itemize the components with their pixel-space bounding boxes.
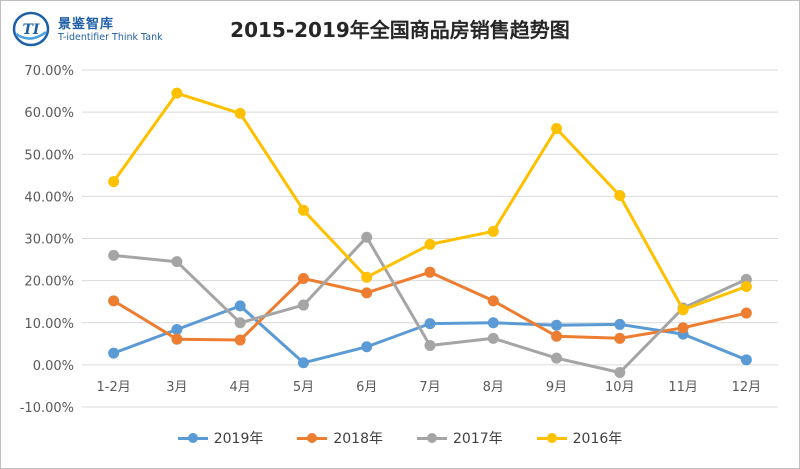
y-tick-label: 10.00% <box>24 317 74 332</box>
data-point-2019 <box>551 319 563 331</box>
y-tick-label: 70.00% <box>24 64 74 79</box>
chart-legend: 2019年 2018年 2017年 2016年 <box>0 428 800 448</box>
x-tick-label: 11月 <box>668 380 698 395</box>
data-point-2018 <box>487 295 499 307</box>
data-point-2016 <box>108 176 120 188</box>
data-point-2017 <box>361 231 373 243</box>
logo-subtitle: T-identifier Think Tank <box>58 32 163 43</box>
legend-item-2016: 2016年 <box>536 428 623 448</box>
series-line-2017 <box>112 235 748 374</box>
data-point-2017 <box>424 339 436 351</box>
data-point-2018 <box>297 273 309 285</box>
x-tick-label: 1-2月 <box>97 380 131 395</box>
legend-swatch <box>536 432 567 444</box>
data-point-2017 <box>108 249 120 261</box>
logo: TI 景鉴智库 T-identifier Think Tank <box>12 8 182 52</box>
x-tick-label: 9月 <box>546 380 567 395</box>
legend-item-2017: 2017年 <box>417 428 503 448</box>
logo-mark-icon: TI <box>12 11 50 47</box>
data-point-2019 <box>614 318 626 330</box>
y-tick-label: 20.00% <box>24 275 74 290</box>
data-point-2019 <box>487 317 499 329</box>
data-point-2019 <box>297 357 309 369</box>
legend-marker <box>546 433 557 443</box>
data-point-2017 <box>551 352 563 364</box>
data-point-2016 <box>297 204 309 216</box>
logo-name: 景鉴智库 <box>58 17 115 32</box>
data-point-2018 <box>677 322 689 334</box>
x-tick-label: 10月 <box>605 380 635 395</box>
y-tick-label: 0.00% <box>33 359 74 374</box>
legend-swatch <box>297 432 328 444</box>
data-point-2016 <box>171 87 183 99</box>
legend-item-2019: 2019年 <box>177 428 264 448</box>
data-point-2016 <box>677 304 689 316</box>
y-tick-label: 30.00% <box>24 233 74 248</box>
data-point-2016 <box>740 281 752 293</box>
chart-title: 2015-2019年全国商品房销售趋势图 <box>230 18 570 42</box>
data-point-2018 <box>171 333 183 345</box>
data-point-2018 <box>551 330 563 342</box>
data-point-2017 <box>171 256 183 268</box>
x-tick-label: 8月 <box>483 380 504 395</box>
data-point-2016 <box>614 190 626 202</box>
x-tick-label: 5月 <box>293 380 314 395</box>
legend-swatch <box>417 432 447 444</box>
data-point-2017 <box>234 317 246 329</box>
data-point-2019 <box>171 323 183 335</box>
data-point-2018 <box>424 266 436 278</box>
data-point-2018 <box>614 332 626 344</box>
legend-label: 2019年 <box>213 431 264 447</box>
x-tick-label: 12月 <box>732 380 762 395</box>
data-point-2017 <box>297 299 309 311</box>
logo-mark-text: TI <box>23 22 40 38</box>
y-tick-label: -10.00% <box>20 401 74 416</box>
data-point-2019 <box>108 347 120 359</box>
legend-marker <box>427 433 437 443</box>
data-point-2017 <box>614 366 626 378</box>
y-tick-label: 40.00% <box>24 190 74 205</box>
data-point-2018 <box>234 334 246 346</box>
x-tick-label: 7月 <box>419 380 440 395</box>
data-point-2019 <box>361 341 373 353</box>
data-point-2018 <box>108 295 120 307</box>
data-point-2016 <box>234 107 246 119</box>
data-point-2019 <box>234 300 246 312</box>
legend-label: 2018年 <box>333 431 383 447</box>
data-point-2018 <box>361 287 373 299</box>
data-point-2016 <box>551 123 563 135</box>
legend-label: 2016年 <box>572 431 623 447</box>
data-point-2019 <box>424 318 436 330</box>
data-point-2016 <box>487 225 499 237</box>
y-tick-label: 60.00% <box>24 106 74 121</box>
data-point-2016 <box>361 271 373 283</box>
legend-item-2018: 2018年 <box>297 428 383 448</box>
legend-label: 2017年 <box>453 431 503 447</box>
data-point-2019 <box>740 354 752 366</box>
data-point-2018 <box>740 307 752 319</box>
y-tick-label: 50.00% <box>24 148 74 163</box>
data-point-2016 <box>424 238 436 250</box>
x-tick-label: 4月 <box>230 380 251 395</box>
legend-marker <box>307 433 318 443</box>
legend-swatch <box>177 432 208 444</box>
x-tick-label: 3月 <box>166 380 187 395</box>
data-point-2017 <box>487 332 499 344</box>
x-tick-label: 6月 <box>356 380 377 395</box>
legend-marker <box>187 433 198 443</box>
